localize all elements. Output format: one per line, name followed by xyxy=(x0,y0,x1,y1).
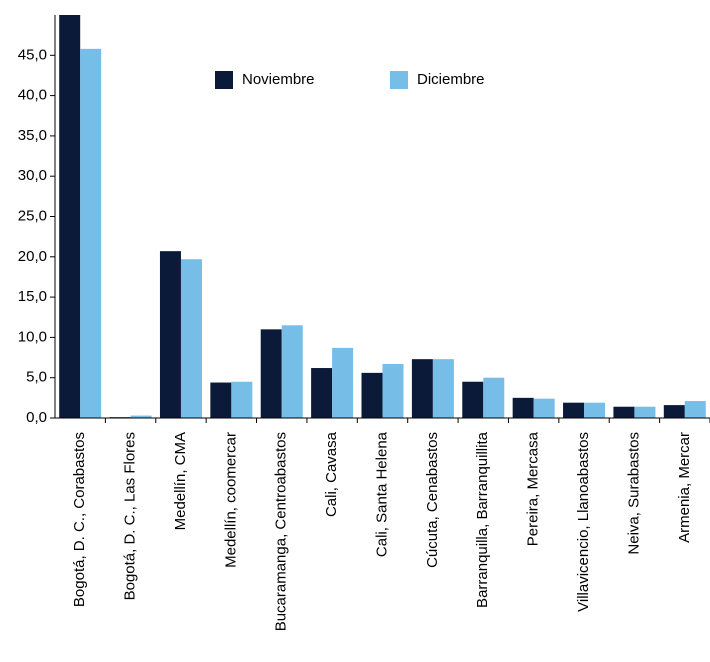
y-tick-label: 35,0 xyxy=(18,127,47,144)
bar xyxy=(260,329,282,418)
y-tick-label: 40,0 xyxy=(18,87,47,104)
x-tick-label: Cúcuta, Cenabastos xyxy=(424,432,441,568)
y-tick-label: 0,0 xyxy=(26,409,47,426)
bar xyxy=(281,325,303,418)
x-tick-label: Bucaramanga, Centroabastos xyxy=(273,432,290,631)
bar xyxy=(462,381,484,418)
y-tick-label: 15,0 xyxy=(18,288,47,305)
legend-swatch xyxy=(215,71,233,89)
bar xyxy=(159,251,181,418)
bar xyxy=(210,382,232,418)
bar xyxy=(563,402,585,418)
bar xyxy=(483,377,505,418)
bar xyxy=(180,259,202,418)
x-tick-label: Cali, Cavasa xyxy=(323,431,340,517)
y-tick-label: 25,0 xyxy=(18,207,47,224)
y-tick-label: 5,0 xyxy=(26,369,47,386)
bar xyxy=(684,401,706,418)
legend-swatch xyxy=(390,71,408,89)
bar xyxy=(432,359,454,418)
bar xyxy=(663,405,685,418)
plot-area xyxy=(59,15,706,418)
bar xyxy=(361,372,383,418)
y-tick-label: 30,0 xyxy=(18,167,47,184)
bar xyxy=(231,381,253,418)
bar xyxy=(613,406,635,418)
y-tick-label: 20,0 xyxy=(18,248,47,265)
x-tick-label: Bogotá, D. C., Las Flores xyxy=(122,432,139,600)
bar xyxy=(533,398,555,418)
bar xyxy=(512,397,534,418)
bar xyxy=(311,368,333,418)
bar xyxy=(332,347,354,418)
bar xyxy=(411,359,433,418)
legend-label: Noviembre xyxy=(242,71,315,88)
bar xyxy=(634,406,656,418)
x-tick-label: Cali, Santa Helena xyxy=(373,431,390,557)
legend-label: Diciembre xyxy=(417,71,485,88)
bar xyxy=(130,415,152,418)
y-tick-label: 10,0 xyxy=(18,328,47,345)
bar xyxy=(59,15,81,418)
x-tick-label: Neiva, Surabastos xyxy=(625,432,642,555)
x-tick-label: Pereira, Mercasa xyxy=(525,431,542,546)
x-tick-label: Armenia, Mercar xyxy=(676,432,693,543)
x-tick-label: Bogotá, D. C., Corabastos xyxy=(71,432,88,607)
x-tick-label: Medellín, CMA xyxy=(172,432,189,530)
y-tick-label: 45,0 xyxy=(18,46,47,63)
x-tick-label: Villavicencio, Llanoabastos xyxy=(575,432,592,612)
x-tick-label: Medellín, coomercar xyxy=(222,432,239,568)
x-tick-label: Barranquilla, Barranquillita xyxy=(474,431,491,608)
bar xyxy=(80,48,102,418)
bar xyxy=(584,402,606,418)
bar xyxy=(382,363,404,418)
